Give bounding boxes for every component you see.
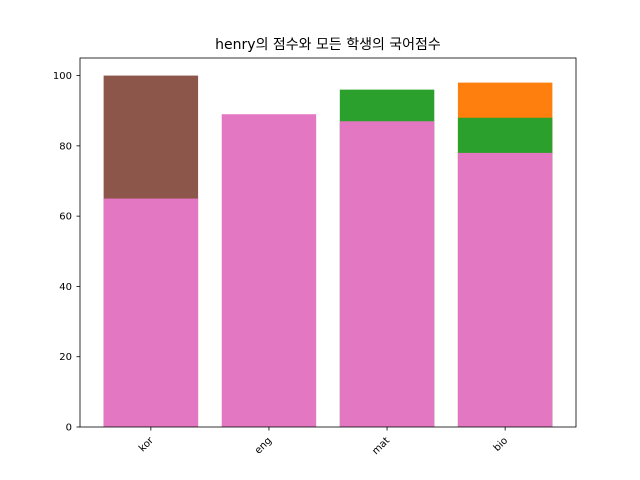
bar-kor-1 (104, 199, 198, 427)
bar-eng-2 (222, 114, 316, 427)
x-tick-label-bio: bio (492, 435, 511, 454)
bar-mat-4 (340, 121, 434, 427)
x-tick-label-kor: kor (137, 435, 156, 454)
chart-title: henry의 점수와 모든 학생의 국어점수 (215, 37, 441, 53)
y-tick-label-80: 80 (59, 141, 72, 152)
bars-layer (104, 76, 553, 427)
y-tick-label-100: 100 (53, 71, 72, 82)
y-tick-label-0: 0 (66, 423, 72, 434)
y-tick-label-60: 60 (59, 212, 72, 223)
x-tick-label-mat: mat (370, 435, 392, 457)
bar-bio-7 (458, 153, 552, 427)
y-tick-label-20: 20 (59, 352, 72, 363)
y-tick-label-40: 40 (59, 282, 72, 293)
x-tick-label-eng: eng (253, 435, 274, 456)
